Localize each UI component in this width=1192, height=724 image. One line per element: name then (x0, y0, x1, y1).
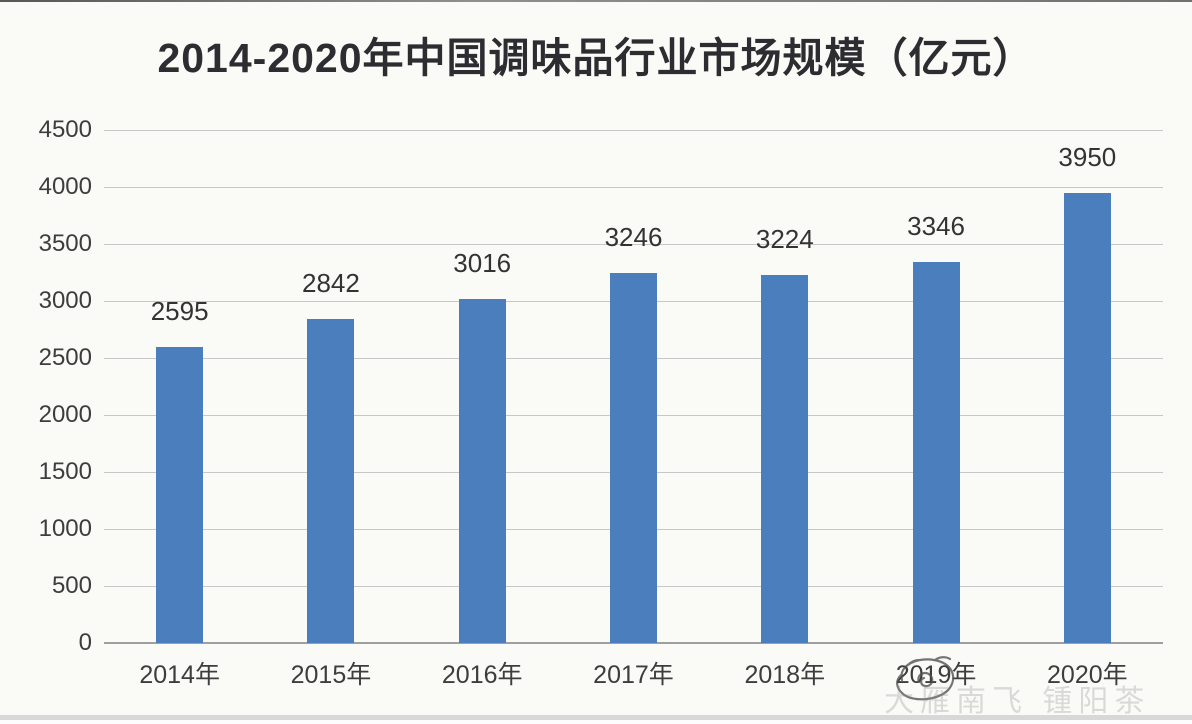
x-axis-line (104, 642, 1163, 644)
bar-2015年 (307, 319, 355, 643)
bar-value-label: 3246 (604, 221, 663, 252)
bar-value-label: 3346 (907, 210, 965, 241)
x-axis-tick-label: 2017年 (593, 661, 674, 689)
y-axis-tick-label: 2500 (38, 344, 92, 371)
bar-value-label: 2842 (302, 268, 360, 298)
bar-2014年 (156, 347, 204, 643)
bottom-strip (0, 715, 1192, 720)
x-axis-tick-label: 2014年 (139, 661, 220, 689)
x-axis-tick-label: 2020年 (1047, 661, 1128, 689)
gridline (104, 130, 1163, 131)
y-axis-tick-label: 1000 (38, 515, 92, 542)
x-axis-tick-label: 2019年 (895, 661, 977, 689)
watermark: 大雁南飞 锺阳茶 (884, 685, 1151, 718)
bar-value-label: 3016 (453, 248, 512, 279)
bar-2016年 (458, 299, 506, 643)
chart-title: 2014-2020年中国调味品行业市场规模（亿元） (157, 35, 1035, 81)
gridline (104, 244, 1163, 245)
y-axis-tick-label: 500 (51, 572, 92, 599)
top-edge-line (0, 0, 1192, 2)
y-axis-tick-label: 3500 (38, 230, 92, 257)
y-axis-tick-label: 1500 (38, 458, 92, 485)
bar-value-label: 2595 (150, 296, 209, 327)
bar-2018年 (761, 275, 809, 643)
y-axis-tick-label: 4000 (38, 173, 92, 200)
x-axis-tick-label: 2018年 (744, 661, 826, 689)
y-axis-tick-label: 0 (78, 629, 92, 656)
x-axis-tick-label: 2015年 (290, 661, 372, 689)
x-axis-tick-label: 2016年 (441, 661, 523, 689)
bar-2017年 (610, 272, 657, 643)
gridline (104, 187, 1163, 188)
y-axis-tick-label: 2000 (38, 401, 92, 428)
bar-value-label: 3950 (1058, 141, 1117, 172)
bar-value-label: 3224 (755, 224, 814, 255)
bottom-edge (0, 720, 1192, 724)
scribble-doodle-icon (896, 656, 955, 701)
y-axis-tick-label: 4500 (38, 116, 92, 143)
y-axis-tick-label: 3000 (38, 287, 92, 314)
bar-2020年 (1063, 192, 1111, 643)
bar-2019年 (912, 261, 960, 643)
